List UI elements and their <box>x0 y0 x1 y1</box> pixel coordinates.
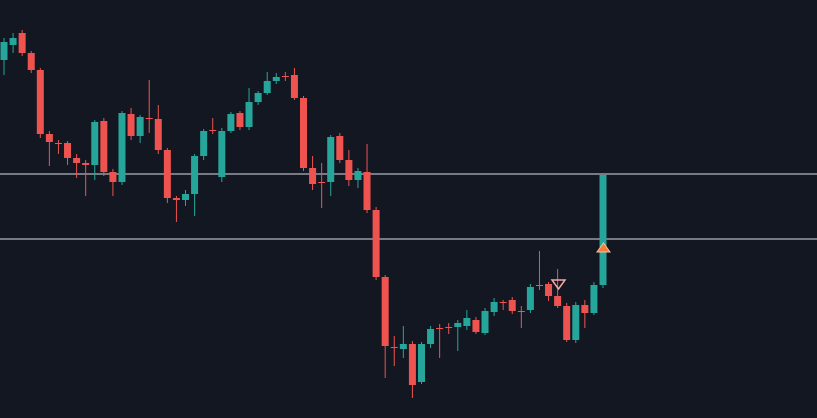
candle-body <box>0 42 8 60</box>
candle-body <box>472 320 480 332</box>
candle-body <box>390 347 398 348</box>
candle-body <box>309 168 317 184</box>
candle-body <box>381 277 389 346</box>
candle-body <box>526 287 534 310</box>
candle-body <box>436 328 444 329</box>
candle-body <box>136 117 144 136</box>
candle-body <box>100 121 108 172</box>
candle-body <box>300 98 307 168</box>
candle-body <box>445 327 453 328</box>
candle-body <box>73 158 81 163</box>
candle-body <box>263 81 271 93</box>
candle-body <box>572 305 580 340</box>
candle-body <box>517 311 525 312</box>
candle-body <box>563 306 571 340</box>
candle-body <box>236 113 244 127</box>
candle-body <box>27 53 35 70</box>
candle-body <box>227 114 235 131</box>
candle-body <box>454 323 462 327</box>
buy-marker <box>596 242 611 253</box>
candle-body <box>109 172 117 182</box>
candle-body <box>36 70 44 134</box>
candle-body <box>163 150 171 198</box>
candle-body <box>545 284 553 296</box>
candle-body <box>363 172 371 210</box>
candle-body <box>245 102 253 127</box>
candle-body <box>64 143 72 158</box>
candle-body <box>118 113 126 182</box>
candle-body <box>535 285 543 286</box>
candle-body <box>581 305 589 313</box>
sell-marker <box>550 279 567 291</box>
candle-body <box>218 131 226 177</box>
candle-body <box>417 344 425 382</box>
candle-body <box>554 296 562 306</box>
levels <box>0 173 817 240</box>
candle-body <box>145 118 153 119</box>
candle-body <box>336 136 344 160</box>
candle-body <box>254 93 262 102</box>
candle-body <box>127 114 135 136</box>
candle-body <box>372 210 380 277</box>
candle-body <box>9 38 17 45</box>
candle-body <box>82 163 90 165</box>
candle-body <box>172 198 180 200</box>
candle-body <box>318 182 326 183</box>
candle-body <box>399 344 407 349</box>
candle-body <box>354 171 362 180</box>
candle-body <box>463 318 471 326</box>
candle-body <box>182 194 190 200</box>
candle-body <box>590 285 598 313</box>
candles <box>0 30 607 398</box>
candle-body <box>281 76 289 77</box>
candle-body <box>54 143 62 144</box>
candle-body <box>599 175 607 285</box>
candle-body <box>209 130 217 131</box>
candle-body <box>345 160 353 180</box>
candle-body <box>290 75 298 98</box>
candle-body <box>481 311 489 333</box>
candle-body <box>154 119 162 150</box>
candle-body <box>499 302 507 303</box>
candle-body <box>272 77 280 81</box>
candle-body <box>327 137 335 182</box>
candle-body <box>18 33 26 53</box>
candle-body <box>91 122 99 165</box>
candle-body <box>490 302 498 312</box>
candle-body <box>191 156 199 194</box>
candle-body <box>408 344 416 385</box>
candle-body <box>45 134 53 142</box>
candle-body <box>200 131 208 156</box>
candle-body <box>508 300 516 311</box>
candle-body <box>427 329 435 344</box>
